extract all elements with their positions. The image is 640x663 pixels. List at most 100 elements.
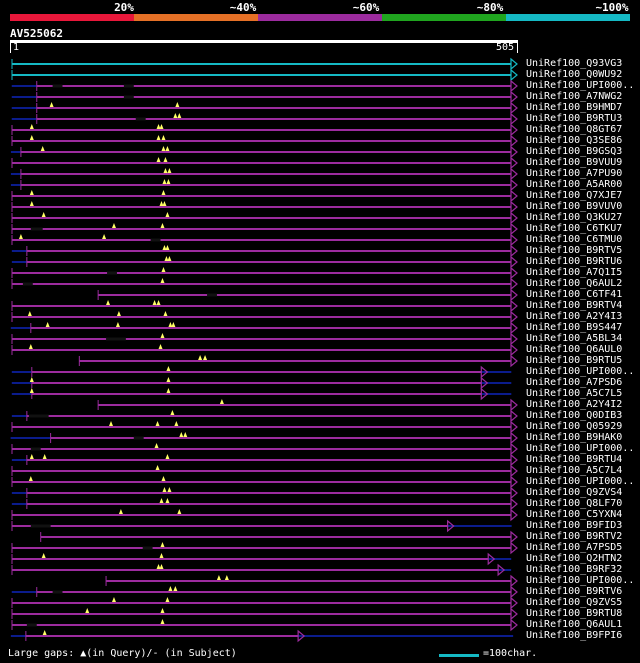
hit-label[interactable]: UniRef100_C5YXN4 — [526, 509, 623, 520]
hit-track[interactable] — [11, 57, 518, 71]
hit-track[interactable] — [11, 299, 518, 313]
hit-label[interactable]: UniRef100_B9RF32 — [526, 564, 623, 575]
hit-label[interactable]: UniRef100_B9VUU9 — [526, 157, 623, 168]
hit-label[interactable]: UniRef100_Q3KU27 — [526, 212, 623, 223]
hit-label[interactable]: UniRef100_C6TMU0 — [526, 234, 623, 245]
hit-track[interactable] — [11, 420, 518, 434]
hit-label[interactable]: UniRef100_UPI000.. — [526, 476, 635, 487]
hit-track[interactable] — [10, 178, 518, 192]
hit-track[interactable] — [11, 211, 518, 225]
hit-track[interactable] — [11, 310, 518, 324]
hit-track[interactable] — [11, 222, 518, 236]
hit-track[interactable] — [10, 321, 518, 335]
hit-label[interactable]: UniRef100_A7NWG2 — [526, 91, 623, 102]
hit-track[interactable] — [11, 200, 518, 214]
hit-track[interactable] — [10, 629, 514, 643]
hit-label[interactable]: UniRef100_Q93VG3 — [526, 58, 623, 69]
hit-track[interactable] — [11, 79, 518, 93]
hit-label[interactable]: UniRef100_B9GSQ3 — [526, 146, 623, 157]
hit-track[interactable] — [11, 552, 512, 566]
hit-label[interactable]: UniRef100_Q8GT67 — [526, 124, 623, 135]
hit-track[interactable] — [11, 519, 512, 533]
hit-label[interactable]: UniRef100_A7PU90 — [526, 168, 623, 179]
hit-track[interactable] — [11, 618, 518, 632]
hit-track[interactable] — [11, 255, 518, 269]
hit-track[interactable] — [11, 497, 518, 511]
hit-label[interactable]: UniRef100_A7PSD6 — [526, 377, 623, 388]
hit-track[interactable] — [97, 288, 518, 302]
hit-track[interactable] — [11, 112, 518, 126]
hit-track[interactable] — [11, 134, 518, 148]
hit-label[interactable]: UniRef100_B9RTU8 — [526, 608, 623, 619]
hit-track[interactable] — [11, 508, 518, 522]
hit-track[interactable] — [11, 409, 518, 423]
hit-label[interactable]: UniRef100_Q7XJE7 — [526, 190, 623, 201]
hit-label[interactable]: UniRef100_UPI000.. — [526, 575, 635, 586]
hit-label[interactable]: UniRef100_B9RTU4 — [526, 454, 623, 465]
hit-track[interactable] — [11, 156, 518, 170]
hit-track[interactable] — [11, 596, 518, 610]
hit-track[interactable] — [11, 343, 518, 357]
hit-label[interactable]: UniRef100_A2Y4I3 — [526, 311, 623, 322]
hit-track[interactable] — [11, 365, 512, 379]
hit-label[interactable]: UniRef100_B9FID3 — [526, 520, 623, 531]
hit-label[interactable]: UniRef100_UPI000.. — [526, 443, 635, 454]
hit-label[interactable]: UniRef100_B9RTU3 — [526, 113, 623, 124]
hit-label[interactable]: UniRef100_Q3SE86 — [526, 135, 623, 146]
hit-label[interactable]: UniRef100_A5C7L5 — [526, 388, 623, 399]
hit-track[interactable] — [11, 101, 518, 115]
hit-track[interactable] — [11, 387, 512, 401]
hit-track[interactable] — [11, 442, 518, 456]
hit-track[interactable] — [11, 464, 518, 478]
hit-label[interactable]: UniRef100_B9RTV2 — [526, 531, 623, 542]
hit-label[interactable]: UniRef100_Q6AUL1 — [526, 619, 623, 630]
hit-label[interactable]: UniRef100_Q6AUL0 — [526, 344, 623, 355]
hit-track[interactable] — [97, 398, 518, 412]
hit-label[interactable]: UniRef100_Q8LF70 — [526, 498, 623, 509]
hit-label[interactable]: UniRef100_C6TF41 — [526, 289, 623, 300]
hit-label[interactable]: UniRef100_B9S447 — [526, 322, 623, 333]
hit-label[interactable]: UniRef100_B9RTV5 — [526, 245, 623, 256]
hit-label[interactable]: UniRef100_C6TKU7 — [526, 223, 623, 234]
hit-label[interactable]: UniRef100_Q6AUL2 — [526, 278, 623, 289]
hit-label[interactable]: UniRef100_A5C7L4 — [526, 465, 623, 476]
hit-label[interactable]: UniRef100_Q2HTN2 — [526, 553, 623, 564]
hit-track[interactable] — [10, 145, 518, 159]
hit-track[interactable] — [11, 563, 512, 577]
hit-track[interactable] — [11, 68, 518, 82]
hit-label[interactable]: UniRef100_A7Q1I5 — [526, 267, 623, 278]
hit-track[interactable] — [11, 475, 518, 489]
hit-track[interactable] — [11, 123, 518, 137]
hit-track[interactable] — [11, 266, 518, 280]
hit-label[interactable]: UniRef100_Q9ZVS4 — [526, 487, 623, 498]
hit-track[interactable] — [105, 574, 518, 588]
hit-track[interactable] — [11, 189, 518, 203]
hit-label[interactable]: UniRef100_B9RTU5 — [526, 355, 623, 366]
hit-track[interactable] — [78, 354, 518, 368]
hit-label[interactable]: UniRef100_B9FPI6 — [526, 630, 623, 641]
hit-label[interactable]: UniRef100_B9RTU6 — [526, 256, 623, 267]
hit-track[interactable] — [10, 431, 518, 445]
hit-label[interactable]: UniRef100_A7PSD5 — [526, 542, 623, 553]
hit-track[interactable] — [11, 376, 512, 390]
hit-label[interactable]: UniRef100_B9RTV4 — [526, 300, 623, 311]
hit-track[interactable] — [40, 530, 518, 544]
hit-label[interactable]: UniRef100_Q0WU92 — [526, 69, 623, 80]
hit-track[interactable] — [10, 167, 518, 181]
hit-label[interactable]: UniRef100_A2Y4I2 — [526, 399, 623, 410]
hit-label[interactable]: UniRef100_A5BL34 — [526, 333, 623, 344]
hit-label[interactable]: UniRef100_A5AR00 — [526, 179, 623, 190]
hit-track[interactable] — [11, 607, 518, 621]
hit-label[interactable]: UniRef100_B9HMD7 — [526, 102, 623, 113]
hit-label[interactable]: UniRef100_B9VUV0 — [526, 201, 623, 212]
hit-label[interactable]: UniRef100_Q9ZVS5 — [526, 597, 623, 608]
hit-label[interactable]: UniRef100_Q0DIB3 — [526, 410, 623, 421]
hit-track[interactable] — [11, 244, 518, 258]
hit-label[interactable]: UniRef100_B9HAK0 — [526, 432, 623, 443]
hit-label[interactable]: UniRef100_UPI000.. — [526, 80, 635, 91]
hit-label[interactable]: UniRef100_B9RTV6 — [526, 586, 623, 597]
hit-track[interactable] — [11, 277, 518, 291]
hit-track[interactable] — [11, 541, 518, 555]
hit-track[interactable] — [11, 585, 518, 599]
hit-track[interactable] — [11, 332, 518, 346]
